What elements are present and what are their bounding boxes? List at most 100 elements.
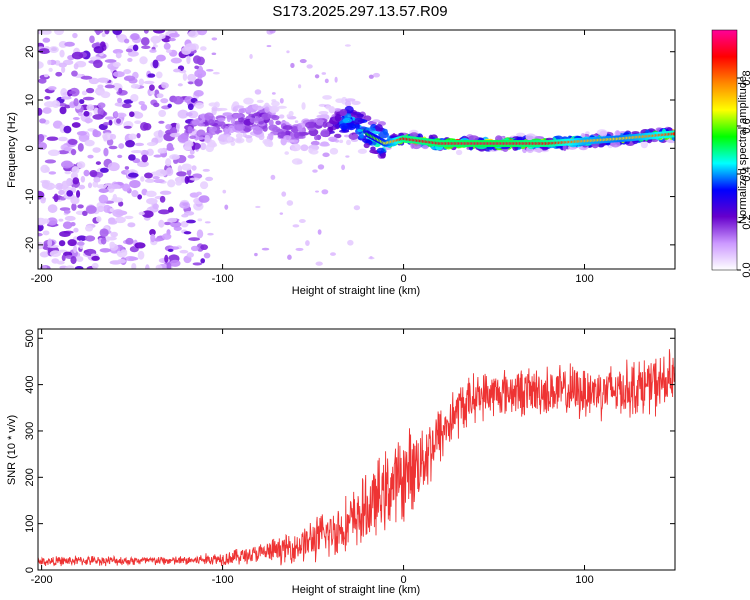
spectrogram-blob bbox=[189, 177, 200, 181]
spectrogram-blob bbox=[172, 95, 184, 105]
spectrogram-blob bbox=[88, 77, 100, 85]
spectrogram-blob bbox=[76, 235, 87, 242]
spectrogram-blob bbox=[55, 71, 63, 77]
spectrogram-blob bbox=[155, 71, 163, 79]
spectrogram-blob bbox=[277, 105, 287, 109]
spectrogram-blob bbox=[42, 230, 50, 236]
spectrogram-blob bbox=[129, 111, 135, 118]
spectrogram-blob bbox=[143, 80, 155, 85]
spectrogram-blob bbox=[299, 58, 307, 64]
spectrogram-blob bbox=[46, 136, 59, 141]
spectrogram-blob bbox=[122, 103, 132, 109]
spectrogram-blob bbox=[96, 184, 108, 189]
spectrogram-blob bbox=[177, 134, 189, 143]
spectrogram-blob bbox=[56, 260, 65, 265]
spectrogram-blob bbox=[149, 229, 156, 236]
spectrogram-blob bbox=[153, 154, 162, 158]
spectrogram-blob bbox=[127, 172, 139, 178]
spectrogram-blob bbox=[305, 240, 310, 247]
spectrogram-blob bbox=[71, 70, 78, 77]
spectrogram-blob bbox=[86, 104, 95, 111]
figure-title: S173.2025.297.13.57.R09 bbox=[272, 3, 447, 20]
spectrogram-blob bbox=[87, 182, 93, 189]
spectrogram-blob bbox=[222, 112, 233, 117]
spectrogram-blob bbox=[301, 102, 306, 110]
spectrogram-blob bbox=[165, 124, 172, 130]
spectrogram-blob bbox=[343, 134, 350, 138]
spectrogram-blob bbox=[194, 78, 203, 87]
spectrogram-blob bbox=[46, 217, 58, 226]
spectrogram-blob bbox=[244, 106, 254, 113]
spectrogram-blob bbox=[204, 112, 214, 121]
spectrogram-blob bbox=[95, 216, 102, 223]
spectrogram-blob bbox=[57, 136, 68, 142]
spectrogram-blob bbox=[72, 177, 80, 185]
spectrogram-blob bbox=[169, 259, 181, 267]
spectrogram-blob bbox=[196, 56, 205, 66]
spectrogram-blob bbox=[179, 249, 189, 254]
spectrogram-blob bbox=[47, 204, 58, 213]
spectrogram-blob bbox=[173, 68, 181, 73]
spectrogram-blob bbox=[141, 154, 149, 163]
spectrogram-xtick-label: 0 bbox=[400, 273, 406, 285]
spectrogram-ytick-label: 0 bbox=[24, 145, 36, 151]
spectrogram-blob bbox=[234, 105, 245, 109]
spectrogram-blob bbox=[168, 37, 176, 42]
spectrogram-blob bbox=[47, 238, 53, 248]
spectrogram-blob bbox=[165, 167, 174, 176]
spectrogram-blob bbox=[244, 135, 253, 139]
spectrogram-blob bbox=[186, 219, 196, 224]
snr-ylabel: SNR (10 * v/v) bbox=[6, 415, 18, 485]
spectrogram-blob bbox=[317, 229, 322, 235]
spectrogram-blob bbox=[203, 252, 211, 259]
spectrogram-blob bbox=[266, 44, 272, 48]
spectrogram-blob bbox=[79, 99, 85, 105]
spectrogram-blob bbox=[58, 62, 67, 68]
spectrogram-blob bbox=[180, 221, 189, 228]
spectrogram-blob bbox=[143, 30, 149, 34]
spectrogram-blob bbox=[43, 73, 49, 78]
spectrogram-blob bbox=[76, 131, 87, 136]
spectrogram-blob bbox=[254, 89, 262, 95]
spectrogram-blob bbox=[281, 191, 287, 197]
spectrogram-blob bbox=[64, 215, 76, 221]
spectrogram-blob bbox=[38, 232, 43, 237]
spectrogram-blob bbox=[73, 98, 79, 107]
spectrogram-blob bbox=[409, 132, 419, 138]
spectrogram-blob bbox=[134, 142, 144, 147]
spectrogram-blob bbox=[59, 49, 65, 58]
spectrogram-blob bbox=[190, 245, 199, 252]
spectrogram-blob bbox=[87, 154, 94, 159]
colorbar-tick-label: 0.0 bbox=[741, 262, 750, 277]
spectrogram-blob bbox=[357, 148, 368, 154]
spectrogram-blob bbox=[328, 136, 338, 142]
spectrogram-blob bbox=[80, 75, 93, 80]
spectrogram-blob bbox=[166, 146, 175, 152]
spectrogram-blob bbox=[63, 147, 72, 152]
spectrogram-blob bbox=[344, 44, 351, 47]
spectrogram-xtick-label: 100 bbox=[575, 273, 593, 285]
spectrogram-blob bbox=[264, 106, 270, 113]
spectrogram-blob bbox=[165, 49, 172, 54]
spectrogram-blob bbox=[63, 125, 72, 134]
spectrogram-blob bbox=[328, 105, 336, 114]
spectrogram-blob bbox=[57, 249, 68, 253]
spectrogram-blob bbox=[112, 71, 125, 78]
spectrogram-blob bbox=[109, 241, 116, 249]
spectrogram-blob bbox=[316, 114, 326, 119]
spectrogram-xtick-label: -100 bbox=[212, 273, 234, 285]
spectrogram-blob bbox=[150, 233, 156, 243]
spectrogram-blob bbox=[58, 218, 64, 222]
spectrogram-blob bbox=[53, 193, 59, 203]
spectrogram-blob bbox=[346, 123, 357, 131]
spectrogram-blob bbox=[39, 118, 46, 124]
spectrogram-blob bbox=[71, 122, 81, 128]
spectrogram-blob bbox=[123, 69, 132, 75]
spectrogram-blob bbox=[82, 210, 88, 216]
spectrogram-blob bbox=[138, 78, 145, 86]
spectrogram-blob bbox=[82, 96, 95, 101]
spectrogram-blob bbox=[115, 52, 122, 59]
spectrogram-blob bbox=[200, 258, 206, 264]
spectrogram-blob bbox=[99, 248, 111, 253]
